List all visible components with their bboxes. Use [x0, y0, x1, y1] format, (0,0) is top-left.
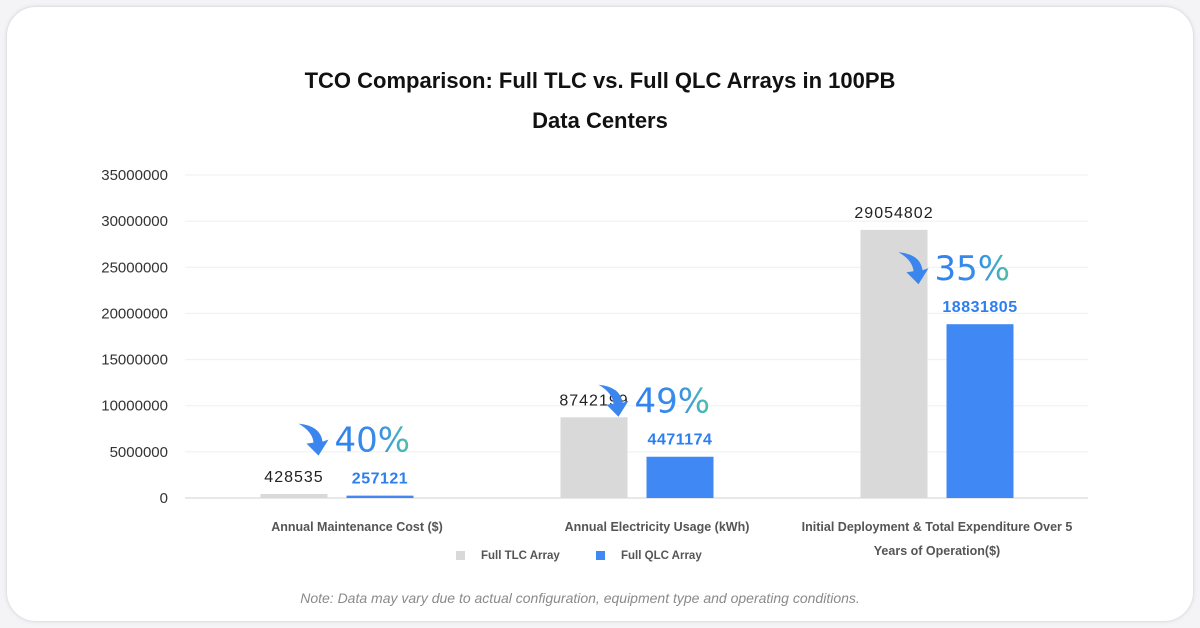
- bar-tlc: [560, 417, 628, 498]
- legend-label: Full QLC Array: [621, 550, 702, 562]
- y-tick-label: 30000000: [101, 213, 168, 230]
- reduction-percent: 35%: [935, 249, 1011, 289]
- bar-qlc: [646, 456, 714, 498]
- x-axis-label: Annual Maintenance Cost ($): [271, 520, 443, 534]
- y-tick-label: 20000000: [101, 305, 168, 322]
- chart-title-line1: TCO Comparison: Full TLC vs. Full QLC Ar…: [304, 68, 896, 93]
- y-tick-label: 10000000: [101, 398, 168, 415]
- legend-swatch: [456, 551, 465, 560]
- legend-label: Full TLC Array: [481, 550, 560, 562]
- legend-swatch: [596, 551, 605, 560]
- footnote: Note: Data may vary due to actual config…: [300, 590, 860, 606]
- data-label: 4471174: [648, 432, 713, 449]
- y-tick-label: 35000000: [101, 167, 168, 184]
- reduction-percent: 40%: [335, 421, 411, 461]
- data-label: 428535: [264, 469, 323, 486]
- bar-tlc: [260, 494, 328, 498]
- chart-card: [6, 6, 1194, 622]
- x-axis-label: Annual Electricity Usage (kWh): [565, 520, 750, 534]
- x-axis-label: Years of Operation($): [874, 544, 1000, 558]
- data-label: 257121: [352, 471, 408, 488]
- arrow-down-icon: [898, 252, 929, 285]
- bar-qlc: [946, 324, 1014, 498]
- bar-qlc: [346, 495, 414, 498]
- arrow-down-icon: [598, 384, 629, 417]
- y-tick-label: 15000000: [101, 352, 168, 369]
- chart-title-line2: Data Centers: [532, 108, 668, 133]
- y-tick-label: 25000000: [101, 259, 168, 276]
- data-label: 29054802: [854, 205, 933, 222]
- arrow-down-icon: [298, 423, 329, 456]
- y-tick-label: 5000000: [110, 444, 168, 461]
- data-label: 18831805: [942, 299, 1017, 316]
- x-axis-label: Initial Deployment & Total Expenditure O…: [802, 520, 1073, 534]
- reduction-percent: 49%: [635, 382, 711, 422]
- y-tick-label: 0: [160, 490, 168, 507]
